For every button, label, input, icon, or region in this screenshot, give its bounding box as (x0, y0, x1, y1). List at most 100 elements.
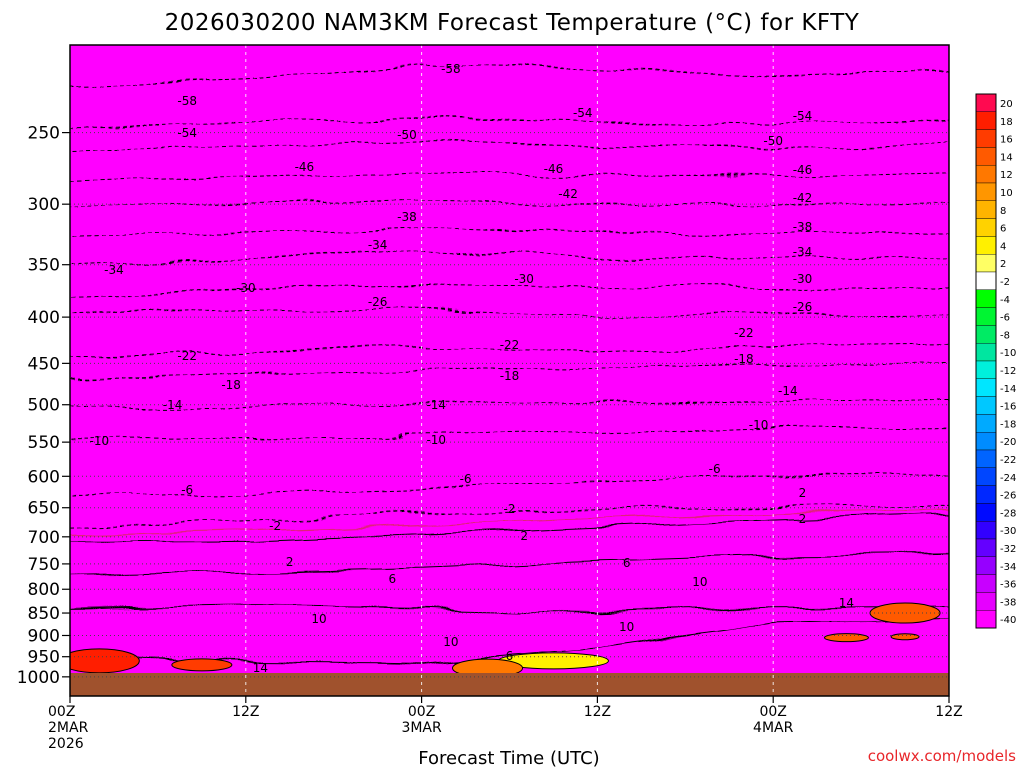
isotherm-label: -42 (558, 187, 578, 201)
y-tick-label: 700 (28, 528, 60, 548)
isotherm-label: 2 (799, 486, 807, 500)
x-axis-label: Forecast Time (UTC) (418, 748, 599, 768)
isotherm-label: -38 (793, 220, 813, 234)
isotherm-label: -50 (397, 128, 417, 142)
temperature-pocket (869, 602, 941, 624)
x-tick-label: 00Z (48, 704, 75, 720)
colorbar-swatch (975, 182, 997, 201)
isotherm-label: 10 (311, 612, 326, 626)
isotherm-label: -6 (181, 483, 193, 497)
isotherm-label: -10 (749, 418, 769, 432)
y-tick-label: 300 (28, 195, 60, 215)
colorbar-label: -14 (1000, 384, 1016, 395)
colorbar-swatch (975, 414, 997, 433)
colorbar-label: -4 (1000, 295, 1010, 306)
credit-text: coolwx.com/models (868, 747, 1016, 765)
colorbar-swatch (975, 538, 997, 557)
colorbar-swatch (975, 307, 997, 326)
colorbar-label: -2 (1000, 277, 1010, 288)
colorbar-label: 16 (1000, 135, 1013, 146)
colorbar-swatch (975, 449, 997, 468)
isotherm-label: -22 (734, 326, 754, 340)
y-tick-label: 400 (28, 308, 60, 328)
colorbar-swatch (975, 592, 997, 611)
colorbar-swatch (975, 129, 997, 148)
isotherm-label: 2 (286, 555, 294, 569)
colorbar-label: -22 (1000, 455, 1016, 466)
colorbar-swatch (975, 236, 997, 255)
y-tick-label: 800 (28, 580, 60, 600)
colorbar-swatch (975, 271, 997, 290)
temperature-pocket (890, 633, 920, 641)
freezing-level-line (70, 508, 949, 536)
temperature-pocket (171, 658, 233, 672)
temperature-pocket (823, 633, 869, 643)
isotherm-label: -34 (368, 238, 388, 252)
isotherm-label: -10 (426, 433, 446, 447)
isotherm-label: -22 (177, 349, 197, 363)
colorbar-label: 12 (1000, 170, 1013, 181)
colorbar-label: -36 (1000, 580, 1016, 591)
colorbar-swatch (975, 485, 997, 504)
y-tick-label: 600 (28, 467, 60, 487)
colorbar-swatch (975, 164, 997, 184)
y-tick-label: 950 (28, 648, 60, 668)
y-tick-label: 450 (28, 354, 60, 374)
colorbar-label: -18 (1000, 419, 1016, 430)
isotherm-label: -22 (500, 338, 520, 352)
isotherm-label: -58 (177, 94, 197, 108)
isotherm-label: 14 (253, 661, 268, 675)
x-tick-label: 12Z (935, 704, 962, 720)
x-tick-label: 4MAR (753, 720, 794, 736)
x-tick-label: 2026 (48, 736, 84, 752)
colorbar-label: -26 (1000, 491, 1016, 502)
plot-frame (69, 44, 950, 697)
colorbar-swatch (975, 378, 997, 397)
x-tick-label: 12Z (584, 704, 611, 720)
colorbar-label: -20 (1000, 437, 1016, 448)
isotherm-label: -2 (269, 519, 281, 533)
isotherm-label: -34 (104, 263, 124, 277)
isotherm-label: -14 (778, 384, 798, 398)
colorbar-label: 20 (1000, 99, 1013, 110)
colorbar-swatch (975, 360, 997, 379)
y-tick-label: 550 (28, 433, 60, 453)
isotherm-label: -30 (514, 272, 534, 286)
x-tick-label: 3MAR (401, 720, 442, 736)
isotherm-label: -58 (441, 62, 461, 76)
isotherm-label: -26 (368, 295, 388, 309)
isotherm-label: -54 (793, 109, 813, 123)
isotherm-label: -46 (295, 160, 315, 174)
colorbar-swatch (975, 147, 997, 166)
colorbar-swatch (975, 325, 997, 344)
colorbar-label: -32 (1000, 544, 1016, 555)
colorbar-swatch (975, 396, 997, 415)
colorbar-label: -30 (1000, 526, 1016, 537)
x-tick-label: 00Z (408, 704, 435, 720)
isotherm-label: -42 (793, 191, 813, 205)
isotherm-line (70, 513, 949, 544)
plot-area: 2 2 2 2 6 6 6 10 10 10 10 14 14 -58 -58 -54 -54 -54 -50 -50… (70, 45, 949, 696)
isotherm-label: -54 (177, 126, 197, 140)
isotherm-label: 6 (388, 572, 396, 586)
isotherm-label: -26 (793, 300, 813, 314)
y-axis: 2503003504004505005506006507007508008509… (17, 124, 70, 688)
isotherm-label: 2 (520, 529, 528, 543)
temperature-band (70, 213, 949, 696)
colorbar-swatch (975, 521, 997, 540)
isotherm-label: 10 (619, 620, 634, 634)
y-tick-label: 850 (28, 604, 60, 624)
isotherm-label: -10 (89, 434, 109, 448)
colorbar-swatch (975, 218, 997, 237)
colorbar-swatch (975, 556, 997, 575)
isotherm-label: 10 (692, 575, 707, 589)
isotherm-label: -18 (734, 352, 754, 366)
colorbar-swatch (975, 289, 997, 308)
y-tick-label: 650 (28, 499, 60, 519)
y-tick-label: 250 (28, 124, 60, 144)
colorbar-label: -8 (1000, 330, 1010, 341)
isotherm-label: -14 (163, 398, 183, 412)
colorbar-frame (975, 93, 997, 629)
colorbar-label: 4 (1000, 241, 1006, 252)
